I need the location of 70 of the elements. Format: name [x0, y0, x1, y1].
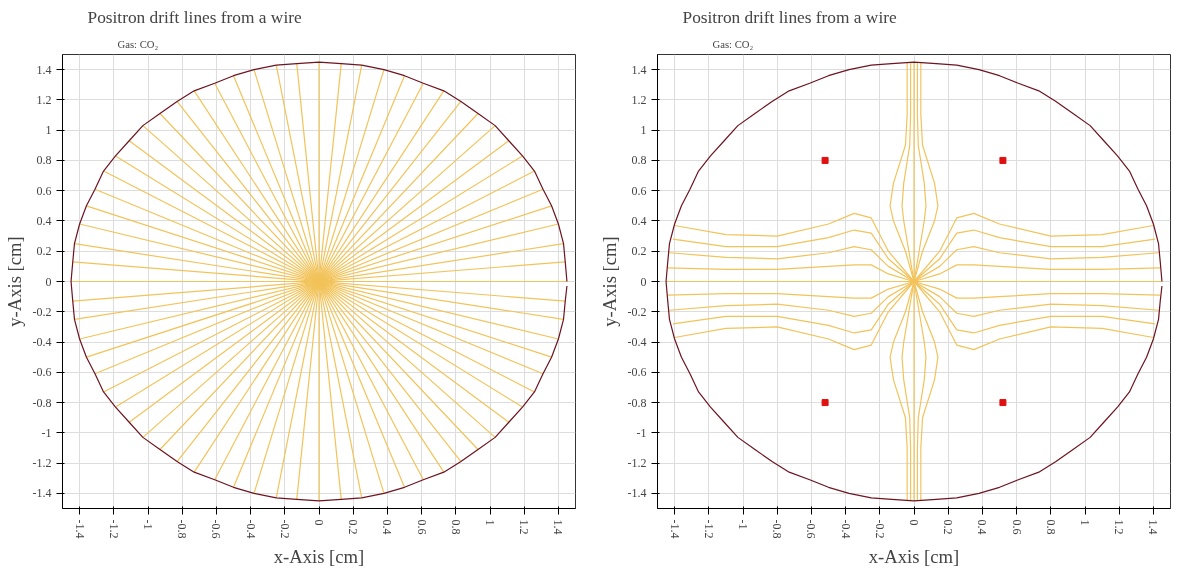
text: Gas: CO₂ [117, 38, 159, 50]
y-tick-label: -1 [41, 425, 52, 440]
y-tick-label: -1.2 [627, 456, 647, 471]
x-tick-label: -0.8 [770, 519, 785, 539]
x-tick-label: 1.4 [551, 519, 566, 535]
y-tick-label: -1 [636, 425, 647, 440]
x-tick-label: 0.8 [448, 519, 463, 535]
x-tick-label: -0.8 [175, 519, 190, 539]
y-tick-label: -0.6 [32, 365, 52, 380]
x-tick-label: -1.2 [106, 519, 121, 539]
y-tick-label: 1.4 [631, 62, 647, 77]
y-tick-label: 0.2 [631, 244, 647, 259]
x-tick-label: -1.2 [701, 519, 716, 539]
x-tick-label: 0.4 [975, 519, 990, 535]
line-series [665, 61, 1163, 502]
x-tick-label: 0 [907, 519, 921, 526]
y-tick-label: 1.2 [36, 92, 52, 107]
x-tick-label: 1.4 [1146, 519, 1161, 535]
x-tick-label: 0.2 [941, 519, 956, 535]
x-tick-label: 1 [1078, 519, 1092, 526]
y-tick-label: 1.4 [36, 62, 52, 77]
x-tick-label: -1.4 [667, 519, 682, 539]
x-tick-label: 0.6 [414, 519, 429, 535]
x-tick-label: 0.4 [380, 519, 395, 535]
x-tick-label: -0.6 [209, 519, 224, 539]
y-tick-label: 0.4 [36, 213, 52, 228]
y-tick-label: 0 [640, 274, 647, 289]
y-tick-label: 0 [45, 274, 52, 289]
x-axis-title: x-Axis [cm] [868, 546, 960, 568]
y-tick-label: -0.2 [627, 304, 647, 319]
x-tick-label: -1.4 [72, 519, 87, 539]
x-tick-label: 1 [483, 519, 497, 526]
y-tick-label: -0.4 [32, 335, 52, 350]
y-tick-label: -0.8 [627, 395, 647, 410]
y-tick-label: -0.4 [627, 335, 647, 350]
y-tick-label: 0.4 [631, 213, 647, 228]
y-tick-label: 0.8 [631, 153, 647, 168]
line-series [70, 61, 568, 502]
x-tick-label: 0.2 [346, 519, 361, 535]
y-axis-title: y-Axis [cm] [3, 236, 25, 327]
text: Gas: CO₂ [712, 38, 754, 50]
x-tick-label: 0.6 [1009, 519, 1024, 535]
x-tick-label: -1 [141, 519, 155, 530]
y-tick-label: 1 [45, 123, 52, 138]
x-tick-label: -0.4 [243, 519, 258, 539]
y-tick-label: -1.4 [32, 486, 52, 501]
chart-title: Positron drift lines from a wire [682, 7, 897, 27]
x-tick-label: -1 [736, 519, 750, 530]
y-tick-label: 0.6 [36, 183, 52, 198]
y-tick-label: -1.2 [32, 456, 52, 471]
y-axis-title: y-Axis [cm] [598, 236, 620, 327]
y-tick-label: 0.8 [36, 153, 52, 168]
y-tick-label: 1.2 [631, 92, 647, 107]
x-tick-label: 1.2 [517, 519, 532, 535]
y-tick-label: 0.6 [631, 183, 647, 198]
x-tick-label: -0.4 [838, 519, 853, 539]
y-tick-label: 0.2 [36, 244, 52, 259]
x-axis-title: x-Axis [cm] [273, 546, 365, 568]
y-tick-label: -1.4 [627, 486, 647, 501]
x-tick-label: -0.2 [872, 519, 887, 539]
y-tick-label: -0.6 [627, 365, 647, 380]
x-tick-label: 0.8 [1043, 519, 1058, 535]
y-tick-label: 1 [640, 123, 647, 138]
chart-title: Positron drift lines from a wire [87, 7, 302, 27]
y-tick-label: -0.2 [32, 304, 52, 319]
x-tick-label: 1.2 [1112, 519, 1127, 535]
y-tick-label: -0.8 [32, 395, 52, 410]
x-tick-label: -0.2 [277, 519, 292, 539]
x-tick-label: -0.6 [804, 519, 819, 539]
x-tick-label: 0 [312, 519, 326, 526]
